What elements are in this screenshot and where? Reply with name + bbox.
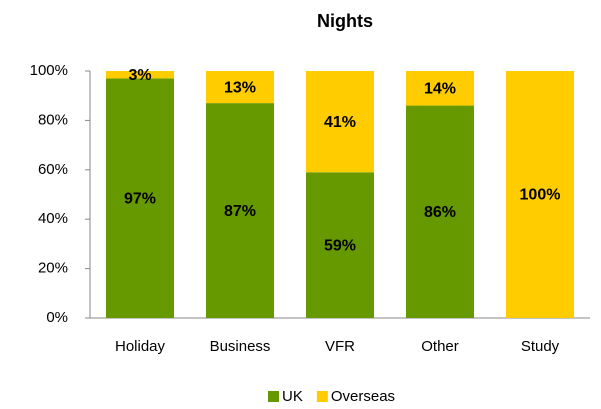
- chart-title: Nights: [317, 11, 373, 31]
- bar-segment: [306, 71, 374, 173]
- legend-swatch: [316, 391, 328, 402]
- data-label: 100%: [520, 187, 561, 204]
- y-tick-label: 0%: [46, 309, 68, 326]
- x-tick-label: VFR: [325, 338, 355, 355]
- y-tick-label: 20%: [38, 260, 68, 277]
- data-label: 41%: [324, 114, 356, 131]
- data-label: 97%: [124, 190, 156, 207]
- bar-segment: [106, 71, 174, 79]
- y-tick-label: 100%: [30, 62, 68, 79]
- y-tick-label: 40%: [38, 210, 68, 227]
- data-label: 3%: [128, 67, 151, 84]
- data-label: 87%: [224, 203, 256, 220]
- data-label: 14%: [424, 81, 456, 98]
- bar-segment: [406, 105, 474, 318]
- legend-label: Overseas: [331, 388, 395, 405]
- x-tick-label: Business: [210, 338, 271, 355]
- bar-segment: [206, 71, 274, 104]
- x-tick-label: Other: [421, 338, 459, 355]
- y-tick-label: 80%: [38, 111, 68, 128]
- data-label: 59%: [324, 237, 356, 254]
- data-label: 13%: [224, 79, 256, 96]
- y-tick-label: 60%: [38, 161, 68, 178]
- bar-segment: [306, 172, 374, 318]
- data-label: 86%: [424, 204, 456, 221]
- bar-segment: [106, 78, 174, 318]
- legend-label: UK: [282, 388, 303, 405]
- bar-segment: [406, 71, 474, 106]
- x-tick-label: Holiday: [115, 338, 166, 355]
- bar-segment: [506, 71, 574, 318]
- x-tick-label: Study: [521, 338, 560, 355]
- legend-swatch: [268, 391, 279, 402]
- bar-segment: [206, 103, 274, 318]
